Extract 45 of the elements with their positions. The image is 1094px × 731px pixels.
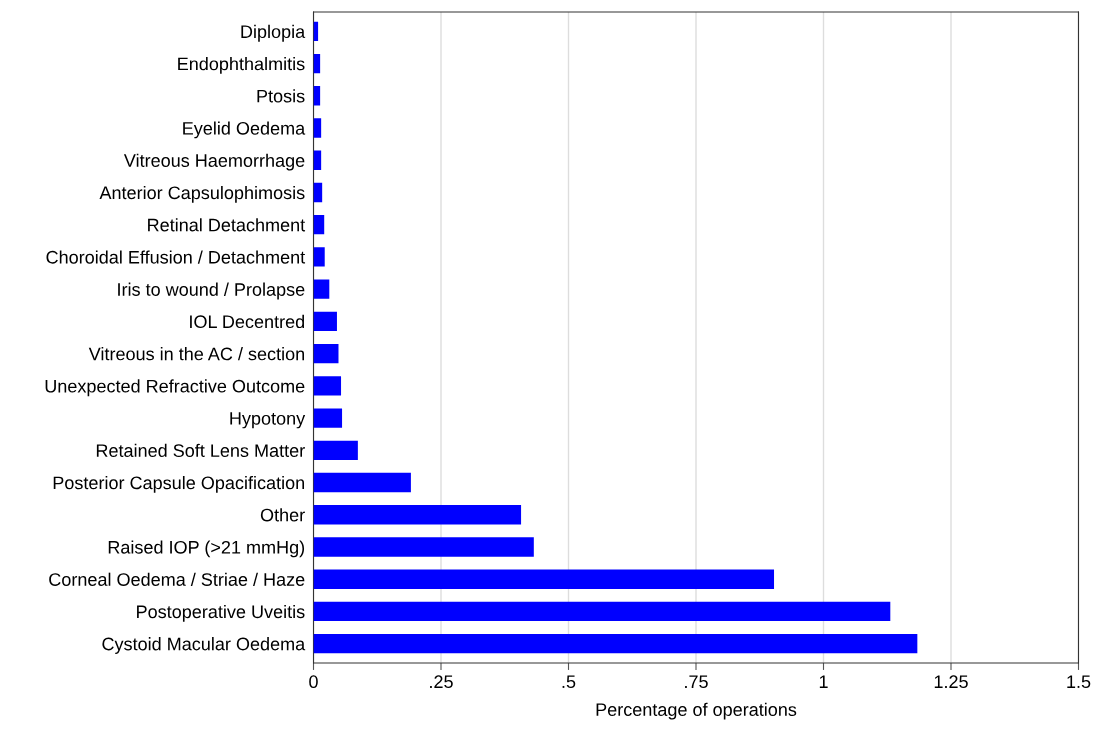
- y-tick-label: Iris to wound / Prolapse: [118, 282, 305, 300]
- bar: [313, 408, 343, 428]
- x-tick-label: 0: [309, 675, 318, 689]
- bar: [313, 537, 534, 557]
- bar: [313, 343, 339, 364]
- y-tick-label: Raised IOP (>21 mmHg): [108, 540, 305, 558]
- y-tick-label: Endophthalmitis: [178, 57, 305, 74]
- y-tick-label: Hypotony: [230, 412, 306, 429]
- bar: [313, 215, 325, 235]
- x-tick-label: 1.25: [934, 675, 968, 689]
- y-tick-label: Posterior Capsule Opacification: [53, 475, 305, 493]
- x-tick-label: .5: [562, 675, 576, 689]
- y-tick-label: Postoperative Uveitis: [137, 604, 305, 622]
- x-tick-label: .75: [685, 675, 708, 689]
- bar: [313, 182, 323, 203]
- bar: [313, 311, 337, 332]
- y-tick-label: Ptosis: [257, 89, 305, 103]
- y-tick-label: Vitreous in the AC / section: [88, 347, 305, 361]
- bar: [313, 440, 358, 460]
- bar: [313, 279, 330, 299]
- bar: [313, 472, 411, 493]
- bar: [313, 569, 775, 589]
- y-tick-label: Corneal Oedema / Striae / Haze: [49, 572, 305, 586]
- y-tick-label: Retained Soft Lens Matter: [96, 443, 305, 458]
- bar: [313, 505, 522, 525]
- bar: [313, 150, 322, 170]
- x-tick-label: 1: [819, 675, 828, 688]
- y-tick-label: Anterior Capsulophimosis: [99, 185, 305, 203]
- y-tick-label: Vitreous Haemorrhage: [123, 153, 305, 171]
- x-axis-title: Percentage of operations: [596, 702, 797, 720]
- bar: [313, 118, 322, 138]
- y-tick-label: Unexpected Refractive Outcome: [45, 379, 305, 397]
- y-tick-label: Eyelid Oedema: [183, 121, 306, 139]
- y-tick-label: Cystoid Macular Oedema: [102, 637, 306, 654]
- y-tick-label: Other: [260, 508, 305, 522]
- bar: [313, 601, 891, 622]
- y-tick-label: Choroidal Effusion / Detachment: [46, 250, 306, 264]
- x-tick-label: .25: [430, 675, 453, 689]
- y-tick-label: IOL Decentred: [190, 314, 305, 329]
- bar: [313, 247, 325, 267]
- y-tick-label: Retinal Detachment: [148, 218, 306, 232]
- bar: [313, 376, 342, 396]
- y-tick-label: Diplopia: [241, 24, 306, 42]
- bar: [313, 634, 918, 654]
- x-tick-label: 1.5: [1067, 675, 1091, 689]
